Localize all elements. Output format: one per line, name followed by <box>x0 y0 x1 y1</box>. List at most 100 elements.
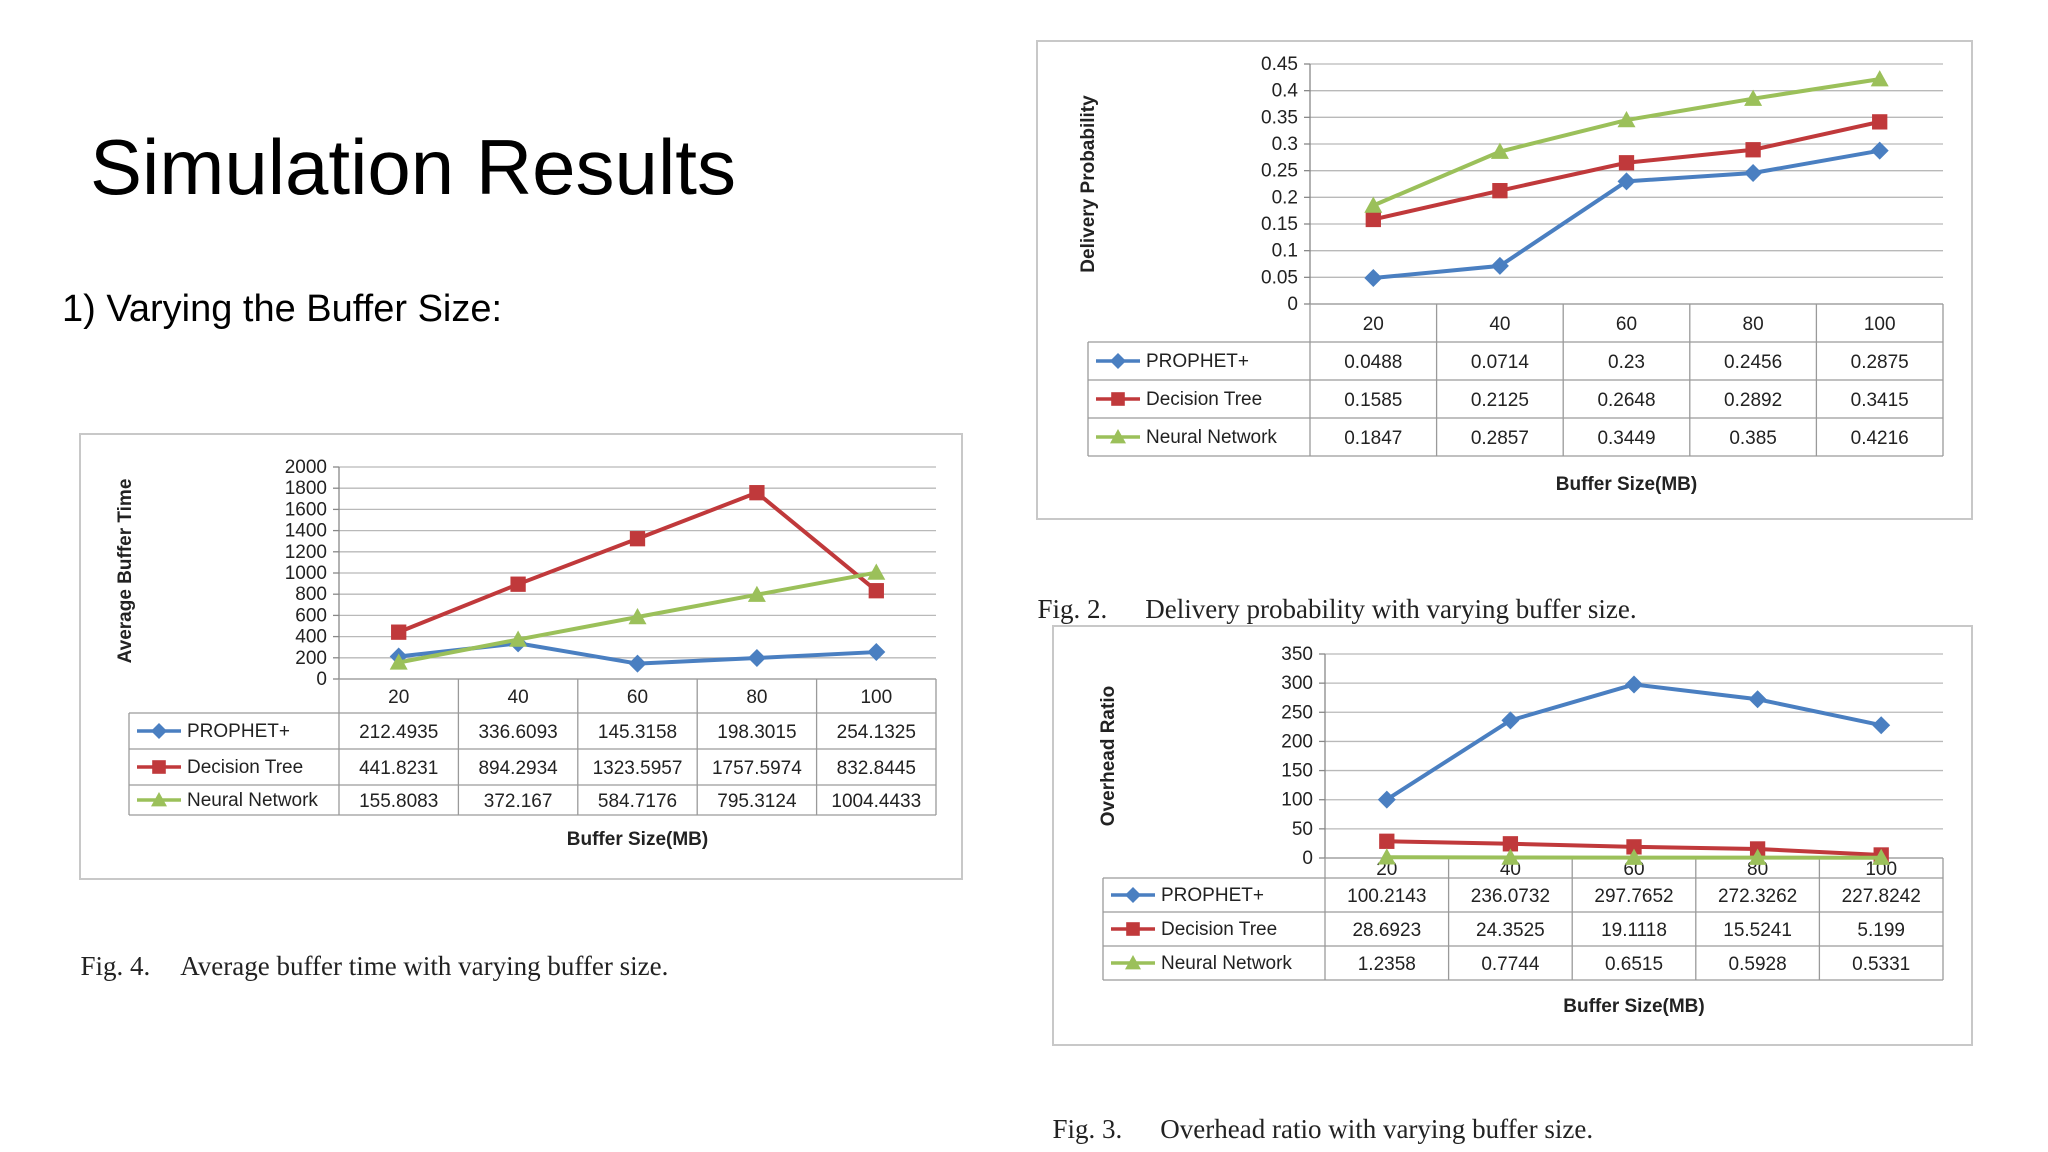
table-cell-value: 441.8231 <box>359 758 438 779</box>
data-point <box>1501 848 1520 865</box>
legend-label: Neural Network <box>1161 953 1292 974</box>
table-cell-value: 198.3015 <box>717 722 796 743</box>
table-cell-value: 100.2143 <box>1347 886 1426 907</box>
data-point <box>1748 690 1767 709</box>
table-cell-value: 0.0488 <box>1344 352 1402 373</box>
data-point <box>1502 836 1519 852</box>
y-axis-title: Overhead Ratio <box>1098 686 1119 826</box>
data-point <box>1490 256 1509 275</box>
slide-title: Simulation Results <box>90 123 736 211</box>
y-tick-label: 0 <box>316 669 327 690</box>
table-cell-value: 28.6923 <box>1352 920 1421 941</box>
legend-marker <box>1125 887 1141 903</box>
x-tick-label: 40 <box>1489 314 1510 335</box>
table-cell-value: 795.3124 <box>717 791 797 812</box>
table-cell-value: 584.7176 <box>598 791 677 812</box>
table-cell-value: 0.2648 <box>1597 390 1655 411</box>
y-tick-label: 1800 <box>285 478 327 499</box>
y-tick-label: 150 <box>1281 761 1313 782</box>
caption-fig2-text: Delivery probability with varying buffer… <box>1145 594 1637 624</box>
x-tick-label: 80 <box>746 687 767 708</box>
legend-marker <box>151 723 167 739</box>
chart-fig4-svg: 2000180016001400120010008006004002000Ave… <box>115 457 937 850</box>
chart-panel-fig4: 2000 1800 1600 1400 1200 1000 800 600 400 200 0 Ave… <box>79 433 963 880</box>
data-point <box>1364 196 1383 213</box>
data-point <box>1870 141 1889 160</box>
y-tick-label: 800 <box>295 584 327 605</box>
x-tick-label: 60 <box>627 687 648 708</box>
x-tick-label: 80 <box>1743 314 1764 335</box>
x-tick-label: 20 <box>1363 314 1384 335</box>
x-tick-label: 40 <box>508 687 529 708</box>
table-cell-value: 0.0714 <box>1471 352 1530 373</box>
table-cell-value: 227.8242 <box>1842 886 1921 907</box>
data-point <box>1617 172 1636 191</box>
table-cell-value: 24.3525 <box>1476 920 1545 941</box>
data-point <box>1745 142 1761 158</box>
data-point <box>1618 155 1635 171</box>
table-cell-value: 0.4216 <box>1851 428 1909 449</box>
legend-label: Decision Tree <box>1161 919 1277 940</box>
y-tick-label: 100 <box>1281 790 1313 811</box>
legend-label: PROPHET+ <box>187 721 290 742</box>
data-point <box>867 643 886 662</box>
caption-fig3-text: Overhead ratio with varying buffer size. <box>1160 1114 1594 1144</box>
x-tick-label: 20 <box>388 687 409 708</box>
table-cell-value: 372.167 <box>484 791 553 812</box>
legend-label: Neural Network <box>1146 427 1277 448</box>
chart-fig2-svg: 0.45 0.4 0.35 0.3 0.25 0.2 0.15 0.1 0.05 0 Deliver… <box>1078 54 1944 495</box>
legend-marker <box>151 792 167 807</box>
caption-fig3-label: Fig. 3. <box>1052 1114 1123 1144</box>
y-tick-label: 0.05 <box>1261 267 1298 288</box>
table-cell-value: 19.1118 <box>1601 920 1667 941</box>
y-tick-label: 1400 <box>285 521 327 542</box>
data-point <box>509 630 528 647</box>
legend-marker <box>152 760 166 774</box>
legend-label: PROPHET+ <box>1146 351 1249 372</box>
data-point <box>1748 848 1767 865</box>
table-cell-value: 0.1585 <box>1344 390 1402 411</box>
caption-fig4-text: Average buffer time with varying buffer … <box>180 951 669 981</box>
y-tick-label: 0.45 <box>1261 54 1298 75</box>
legend-marker <box>1125 955 1141 970</box>
y-tick-label: 200 <box>295 648 327 669</box>
table-cell-value: 236.0732 <box>1471 886 1550 907</box>
table-cell-value: 254.1325 <box>837 722 916 743</box>
data-point <box>1490 142 1509 159</box>
data-point <box>628 654 647 673</box>
table-cell-value: 5.199 <box>1857 920 1905 941</box>
table-cell-value: 0.1847 <box>1344 428 1402 449</box>
caption-fig4: Fig. 4. Average buffer time with varying … <box>67 920 669 982</box>
data-point <box>749 485 765 501</box>
data-point <box>1870 70 1889 87</box>
legend-label: PROPHET+ <box>1161 885 1264 906</box>
data-point <box>391 624 407 640</box>
y-tick-label: 0.4 <box>1272 81 1299 102</box>
data-point <box>1872 716 1891 735</box>
legend-label: Decision Tree <box>1146 389 1262 410</box>
data-point <box>1379 833 1395 849</box>
table-cell-value: 832.8445 <box>837 758 916 779</box>
y-tick-label: 1200 <box>285 542 327 563</box>
y-tick-label: 0 <box>1302 848 1313 869</box>
data-point <box>1872 848 1891 865</box>
caption-fig4-label: Fig. 4. <box>80 951 151 981</box>
table-cell-value: 0.2857 <box>1471 428 1529 449</box>
table-cell-value: 0.6515 <box>1605 954 1663 975</box>
data-point <box>1501 711 1520 730</box>
x-tick-label: 60 <box>1616 314 1637 335</box>
data-point <box>1364 268 1383 287</box>
table-cell-value: 0.2456 <box>1724 352 1782 373</box>
x-axis-title: Buffer Size(MB) <box>567 829 708 850</box>
x-axis-title: Buffer Size(MB) <box>1556 474 1697 495</box>
table-cell-value: 212.4935 <box>359 722 438 743</box>
caption-fig2-label: Fig. 2. <box>1037 594 1108 624</box>
caption-fig2: Fig. 2. Delivery probability with varying… <box>1024 563 1637 625</box>
table-cell-value: 1757.5974 <box>712 758 802 779</box>
table-cell-value: 0.23 <box>1608 352 1645 373</box>
section-subtitle: 1) Varying the Buffer Size: <box>62 288 503 330</box>
data-point <box>868 583 884 599</box>
table-cell-value: 145.3158 <box>598 722 677 743</box>
x-axis-title: Buffer Size(MB) <box>1563 996 1704 1017</box>
